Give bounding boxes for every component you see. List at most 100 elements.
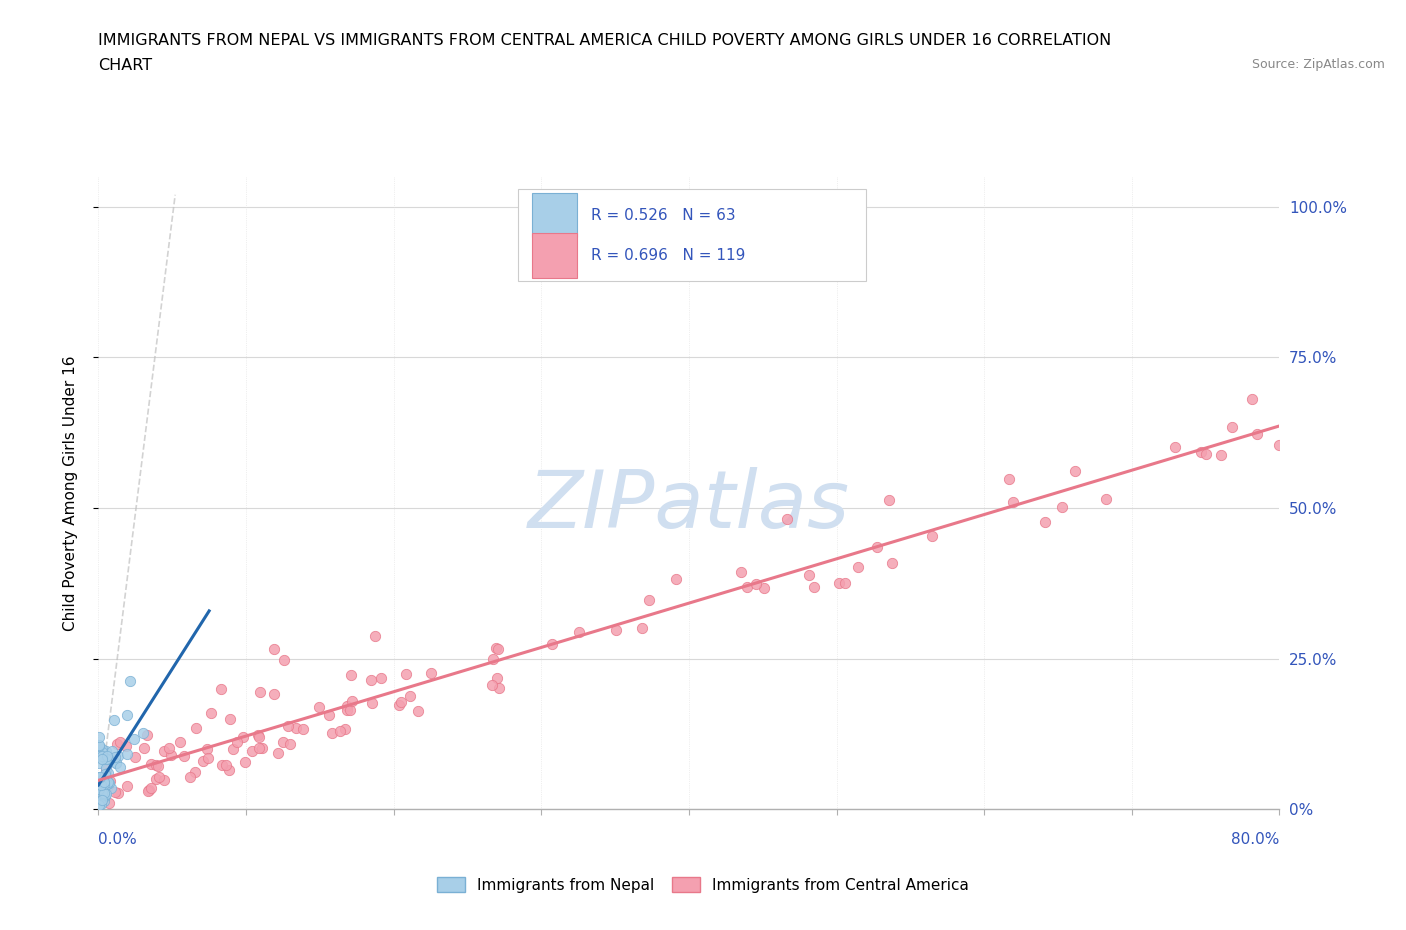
Point — [105, 737, 128, 751]
Point — [90, 778, 112, 793]
Point — [481, 678, 503, 693]
Point — [122, 732, 145, 747]
Point — [94, 762, 117, 777]
Point — [340, 668, 363, 683]
Point — [89, 737, 111, 752]
Point — [233, 755, 256, 770]
Point — [138, 783, 160, 798]
Point — [363, 629, 385, 644]
Point — [221, 742, 243, 757]
Point — [115, 778, 138, 793]
Point — [96, 769, 118, 784]
Point — [1211, 448, 1233, 463]
Point — [197, 751, 219, 765]
Text: R = 0.526   N = 63: R = 0.526 N = 63 — [591, 207, 735, 222]
Point — [605, 623, 627, 638]
Point — [101, 744, 124, 759]
Text: IMMIGRANTS FROM NEPAL VS IMMIGRANTS FROM CENTRAL AMERICA CHILD POVERTY AMONG GIR: IMMIGRANTS FROM NEPAL VS IMMIGRANTS FROM… — [98, 33, 1112, 47]
Point — [94, 777, 117, 791]
Point — [195, 742, 218, 757]
Point — [93, 788, 115, 803]
Point — [160, 748, 183, 763]
Point — [169, 735, 191, 750]
Point — [540, 636, 562, 651]
Point — [866, 540, 889, 555]
Point — [218, 762, 240, 777]
Point — [96, 749, 118, 764]
Point — [89, 770, 111, 785]
Point — [96, 777, 118, 791]
FancyBboxPatch shape — [517, 190, 866, 281]
Point — [398, 688, 420, 703]
Point — [104, 755, 127, 770]
Point — [1268, 437, 1291, 452]
Point — [89, 798, 111, 813]
Point — [107, 749, 129, 764]
Point — [89, 756, 111, 771]
Text: ZIPatlas: ZIPatlas — [527, 467, 851, 545]
Text: Source: ZipAtlas.com: Source: ZipAtlas.com — [1251, 58, 1385, 71]
Point — [247, 729, 270, 744]
Point — [141, 781, 163, 796]
Point — [91, 785, 114, 800]
Point — [97, 778, 120, 793]
Point — [91, 751, 114, 766]
Point — [186, 721, 208, 736]
Point — [249, 684, 271, 699]
Point — [419, 665, 441, 680]
Point — [335, 722, 357, 737]
Point — [105, 755, 128, 770]
Point — [336, 698, 359, 713]
Point — [486, 642, 509, 657]
Point — [828, 576, 851, 591]
Point — [246, 728, 269, 743]
Point — [184, 764, 207, 779]
Text: 80.0%: 80.0% — [1232, 832, 1279, 847]
Point — [134, 741, 156, 756]
Text: CHART: CHART — [98, 58, 152, 73]
Point — [148, 759, 170, 774]
Point — [247, 740, 270, 755]
Point — [846, 559, 869, 574]
Point — [277, 719, 299, 734]
Point — [97, 796, 120, 811]
Point — [93, 793, 115, 808]
Point — [94, 761, 117, 776]
Point — [273, 653, 295, 668]
Point — [93, 786, 115, 801]
Point — [568, 625, 591, 640]
Point — [263, 642, 285, 657]
Point — [98, 774, 121, 789]
Point — [91, 778, 114, 793]
Point — [173, 749, 195, 764]
Point — [395, 666, 418, 681]
Point — [1002, 494, 1025, 509]
Text: R = 0.696   N = 119: R = 0.696 N = 119 — [591, 248, 745, 263]
Point — [89, 769, 111, 784]
Point — [93, 777, 115, 791]
Point — [89, 782, 111, 797]
Point — [94, 787, 117, 802]
Point — [226, 734, 249, 749]
Point — [1050, 500, 1073, 515]
Point — [242, 743, 264, 758]
Point — [1033, 514, 1056, 529]
Point — [321, 725, 343, 740]
Point — [1241, 392, 1264, 406]
Point — [745, 576, 768, 591]
Point — [108, 760, 131, 775]
Point — [834, 576, 856, 591]
Point — [880, 556, 903, 571]
Point — [94, 743, 117, 758]
Point — [370, 671, 392, 685]
Point — [271, 735, 294, 750]
Point — [97, 775, 120, 790]
Point — [211, 758, 233, 773]
Point — [100, 781, 122, 796]
Point — [141, 757, 163, 772]
Point — [115, 708, 138, 723]
Point — [90, 783, 112, 798]
Point — [1064, 464, 1087, 479]
Point — [90, 742, 112, 757]
Point — [118, 673, 141, 688]
